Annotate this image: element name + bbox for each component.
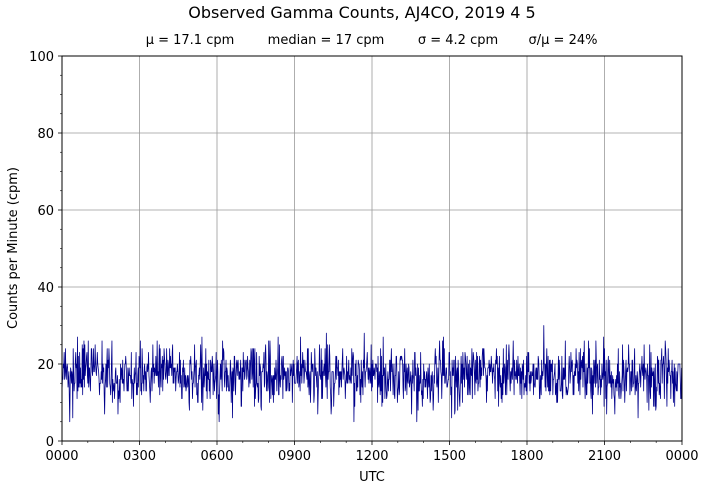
x-tick-label: 1200 [355,449,388,464]
x-tick-label: 0900 [278,449,311,464]
x-tick-label: 1800 [510,449,543,464]
x-tick-label: 0000 [45,449,78,464]
x-tick-label: 0300 [123,449,156,464]
stat-mean: μ = 17.1 cpm [146,33,235,48]
x-axis-label: UTC [359,470,385,485]
chart-title: Observed Gamma Counts, AJ4CO, 2019 4 5 [188,3,535,22]
y-axis-label: Counts per Minute (cpm) [6,167,21,329]
y-tick-label: 20 [37,358,54,373]
stat-cv: σ/μ = 24% [529,33,598,48]
x-tick-label: 1500 [433,449,466,464]
y-tick-label: 0 [46,435,54,450]
x-tick-label: 2100 [588,449,621,464]
series-line [61,325,682,423]
y-tick-label: 80 [37,127,54,142]
y-tick-label: 60 [37,204,54,219]
y-tick-label: 100 [29,50,54,65]
stat-std: σ = 4.2 cpm [418,33,498,48]
stat-median: median = 17 cpm [268,33,385,48]
x-tick-label: 0000 [665,449,698,464]
x-tick-label: 0600 [200,449,233,464]
data-series [61,325,682,423]
y-tick-label: 40 [37,281,54,296]
y-axis-ticks: 0 20 40 60 80 100 [29,50,62,450]
grid-lines [62,56,682,441]
stats-subtitle: μ = 17.1 cpm median = 17 cpm σ = 4.2 cpm… [146,33,598,48]
x-axis-ticks: 0000 0300 0600 0900 1200 1500 1800 2100 0000 [45,441,699,464]
